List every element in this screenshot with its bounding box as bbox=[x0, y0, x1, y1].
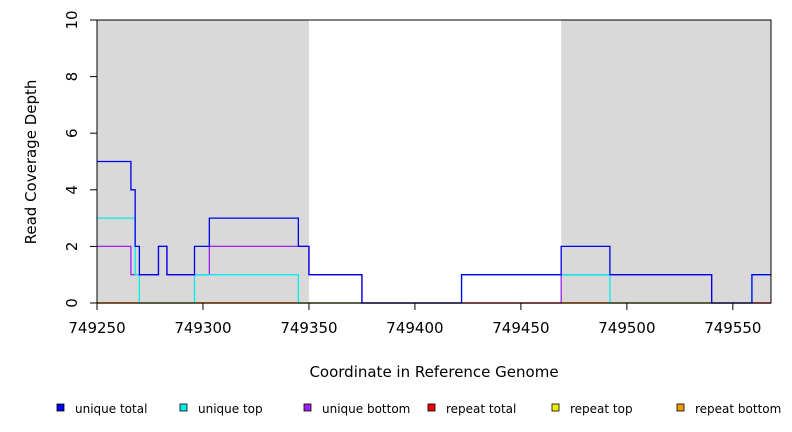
y-tick-label: 4 bbox=[63, 185, 81, 195]
legend-label: repeat top bbox=[570, 402, 633, 416]
legend-swatch bbox=[676, 403, 685, 412]
x-tick-label: 749500 bbox=[598, 319, 655, 337]
legend-label: unique top bbox=[198, 402, 263, 416]
x-tick-label: 749450 bbox=[492, 319, 549, 337]
legend-swatch bbox=[303, 403, 312, 412]
x-tick-label: 749350 bbox=[280, 319, 337, 337]
y-axis-title: Read Coverage Depth bbox=[22, 80, 40, 245]
x-tick-label: 749550 bbox=[704, 319, 761, 337]
x-axis-title: Coordinate in Reference Genome bbox=[309, 363, 558, 381]
legend-item-unique-top: unique top bbox=[179, 402, 263, 416]
series-line-unique-total bbox=[97, 160, 771, 304]
legend-label: repeat total bbox=[446, 402, 516, 416]
legend-item-repeat-top: repeat top bbox=[551, 402, 633, 416]
x-tick-label: 749250 bbox=[68, 319, 125, 337]
y-axis: 0 2 4 6 8 10 bbox=[63, 10, 97, 308]
legend-item-repeat-total: repeat total bbox=[427, 402, 516, 416]
shaded-region-2 bbox=[561, 20, 771, 303]
legend-item-repeat-bottom: repeat bottom bbox=[676, 402, 781, 416]
legend-swatch bbox=[551, 403, 560, 412]
y-tick-label: 2 bbox=[63, 242, 81, 252]
legend-item-unique-total: unique total bbox=[56, 402, 147, 416]
x-tick-label: 749300 bbox=[174, 319, 231, 337]
y-tick-label: 10 bbox=[63, 10, 81, 29]
shaded-regions bbox=[97, 20, 771, 303]
y-tick-label: 8 bbox=[63, 72, 81, 82]
legend-label: unique total bbox=[75, 402, 147, 416]
legend-swatch bbox=[179, 403, 188, 412]
y-tick-label: 0 bbox=[63, 298, 81, 308]
legend-swatch bbox=[56, 403, 65, 412]
legend-item-unique-bottom: unique bottom bbox=[303, 402, 410, 416]
legend: unique total unique top unique bottom repea… bbox=[56, 402, 781, 416]
legend-label: unique bottom bbox=[322, 402, 410, 416]
legend-swatch bbox=[427, 403, 436, 412]
x-axis: 749250 749300 749350 749400 749450 749500 7495… bbox=[68, 303, 761, 337]
legend-label: repeat bottom bbox=[695, 402, 781, 416]
y-tick-label: 6 bbox=[63, 128, 81, 138]
plot-frame bbox=[96, 19, 772, 304]
shaded-region-1 bbox=[97, 20, 309, 303]
x-tick-label: 749400 bbox=[386, 319, 443, 337]
